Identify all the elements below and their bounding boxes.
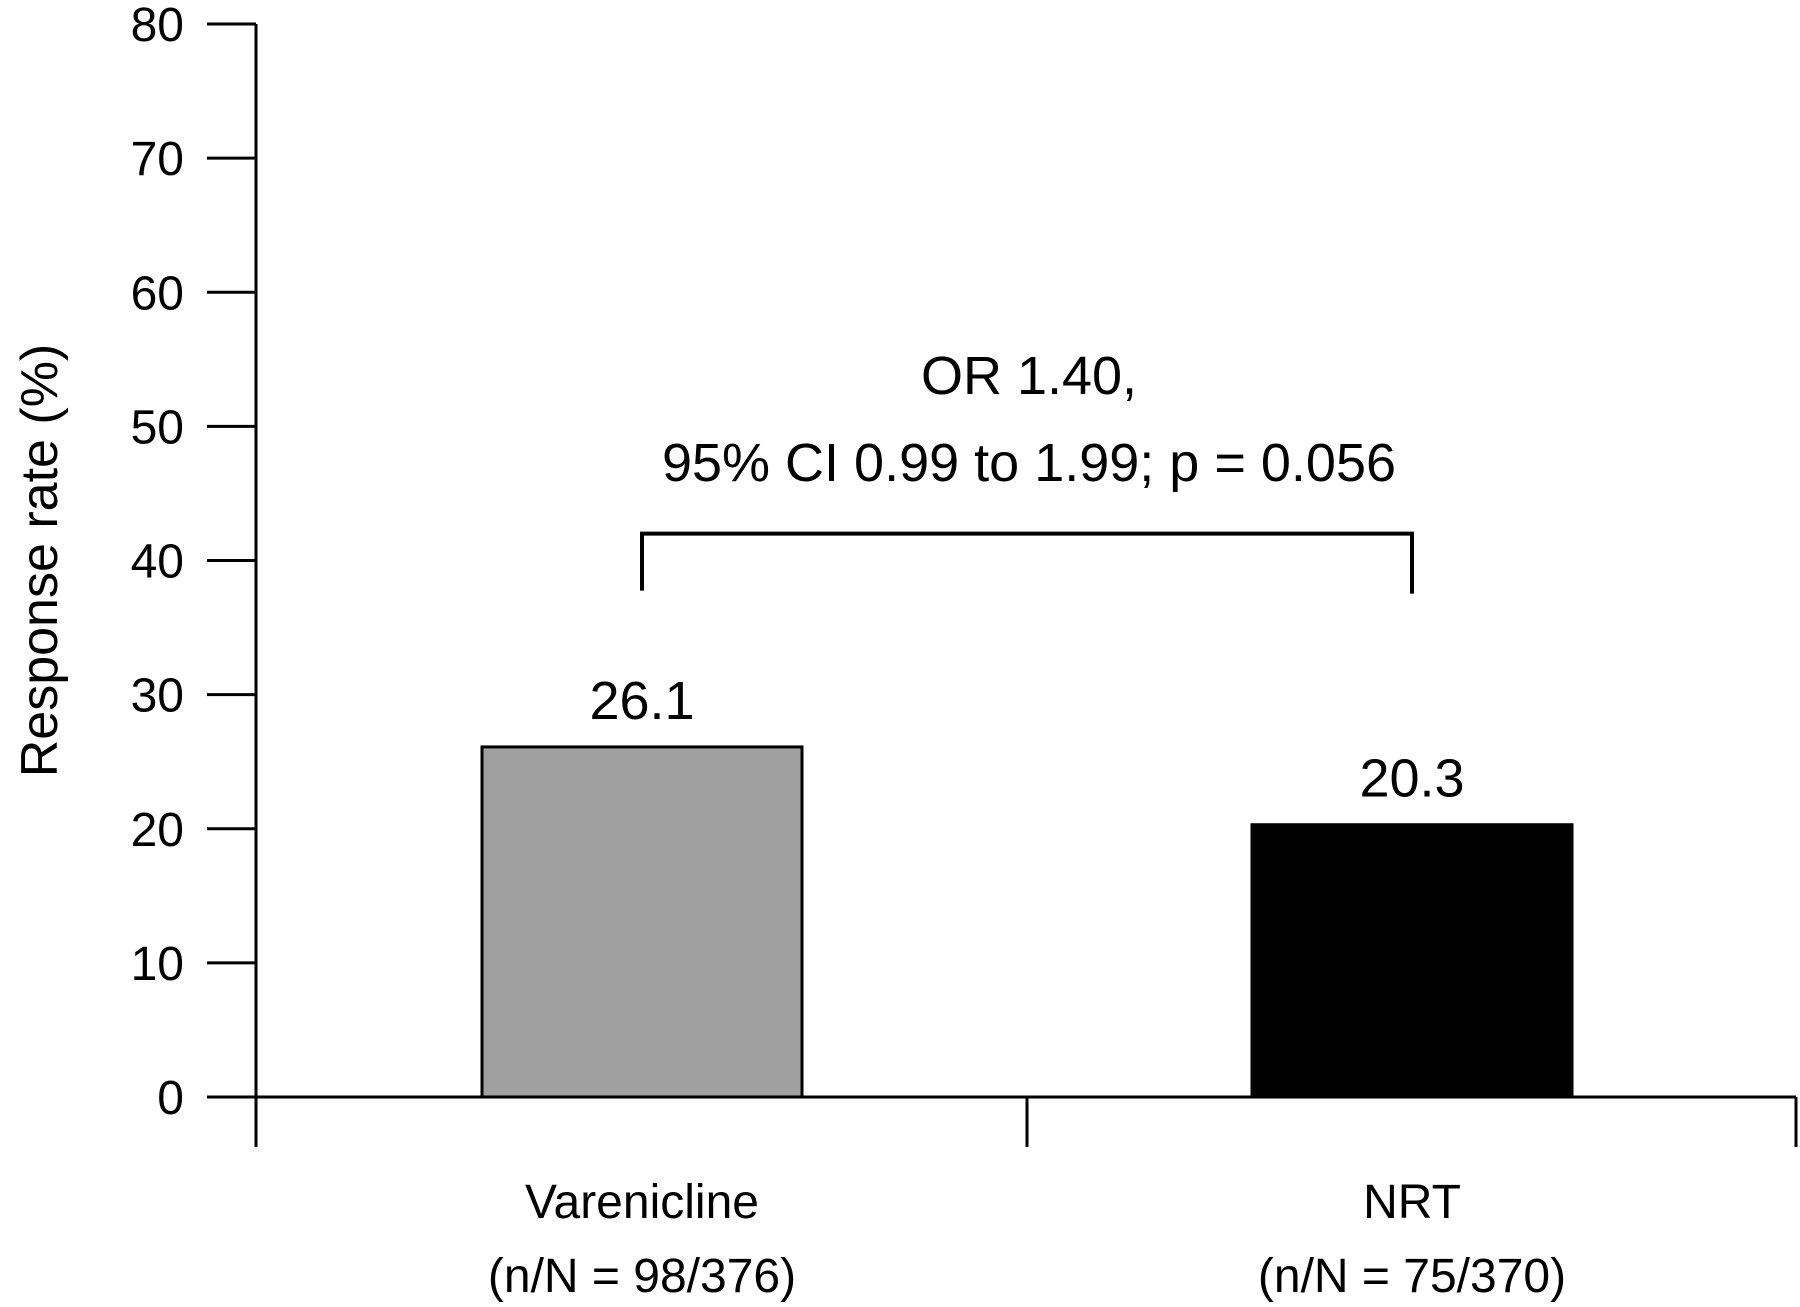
annotation-line1: OR 1.40,	[921, 346, 1137, 406]
y-tick-label: 10	[131, 938, 184, 991]
x-axis: Varenicline (n/N = 98/376) NRT (n/N = 75/37…	[207, 1095, 1798, 1303]
bar-value-label: 20.3	[1359, 749, 1464, 809]
y-tick-label: 50	[131, 401, 184, 454]
x-category-sublabel: (n/N = 75/370)	[1258, 1250, 1566, 1303]
bar-value-label: 26.1	[589, 671, 694, 731]
y-axis: 0 10 20 30 40 50 60 70 80	[131, 0, 258, 1147]
y-tick-label: 80	[131, 0, 184, 52]
bar-varenicline	[480, 745, 804, 1099]
y-tick-label: 0	[157, 1072, 184, 1125]
comparison-bracket	[640, 531, 1414, 594]
y-tick-label: 60	[131, 267, 184, 320]
bar-nrt	[1250, 823, 1574, 1099]
x-category-label: NRT	[1363, 1176, 1461, 1229]
y-axis-label: Response rate (%)	[11, 344, 69, 778]
y-tick-label: 20	[131, 804, 184, 857]
significance-annotation: OR 1.40, 95% CI 0.99 to 1.99; p = 0.056	[640, 346, 1414, 594]
y-tick-label: 30	[131, 670, 184, 723]
y-tick-label: 70	[131, 133, 184, 186]
x-category-label: Varenicline	[525, 1176, 759, 1229]
x-category-sublabel: (n/N = 98/376)	[488, 1250, 796, 1303]
annotation-line2: 95% CI 0.99 to 1.99; p = 0.056	[662, 433, 1396, 493]
bars: 26.1 20.3	[480, 671, 1574, 1099]
y-tick-label: 40	[131, 536, 184, 589]
